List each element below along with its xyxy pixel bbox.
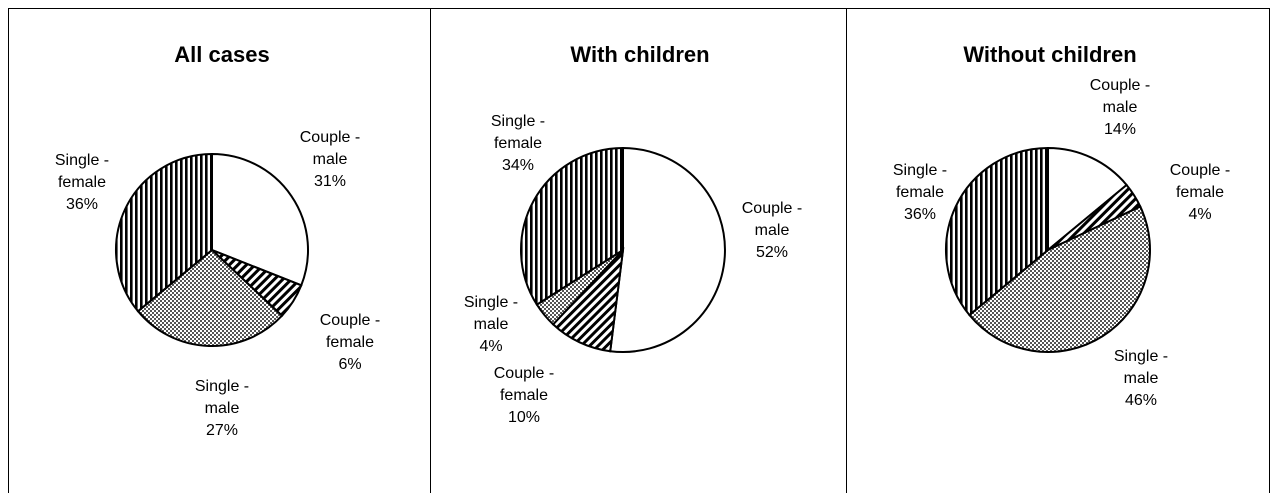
slice-label-single-male: Single -male 4% xyxy=(464,294,518,355)
pie-slice-couple-male xyxy=(1047,146,1128,253)
chart-title: With children xyxy=(570,42,709,67)
panel-divider-1 xyxy=(430,8,431,493)
pie-chart-without-children: Without children Couple -male 14% Couple -f… xyxy=(893,42,1230,409)
slice-label-couple-female: Couple -female 6% xyxy=(320,312,380,373)
chart-title: All cases xyxy=(174,42,269,67)
left-border xyxy=(8,8,9,493)
slice-label-single-male: Single -male 27% xyxy=(195,378,249,439)
pie-chart-all-cases: All cases Couple -male 31% Couple -female 6%… xyxy=(55,42,380,439)
slice-label-couple-female: Couple -female 4% xyxy=(1170,162,1230,223)
pie-slice-single-female xyxy=(115,152,213,313)
pie-slice-single-male xyxy=(136,248,284,347)
slice-label-single-female: Single -female 34% xyxy=(491,113,545,174)
pie-slice-couple-male xyxy=(211,152,309,287)
slice-label-couple-male: Couple -male 14% xyxy=(1090,77,1150,138)
pie-slice-single-male xyxy=(968,205,1151,353)
chart-title: Without children xyxy=(963,42,1136,67)
slice-label-single-male: Single -male 46% xyxy=(1114,348,1168,409)
slice-label-couple-male: Couple -male 52% xyxy=(742,200,802,261)
panel-divider-2 xyxy=(846,8,847,493)
pie-slice-single-female xyxy=(520,146,624,307)
slice-label-couple-female: Couple -female 10% xyxy=(494,365,554,426)
slice-label-single-female: Single -female 36% xyxy=(893,162,947,223)
pie-chart-with-children: With children Couple -male 52% Couple -fema… xyxy=(464,42,802,426)
top-border xyxy=(8,8,1270,9)
slice-label-single-female: Single -female 36% xyxy=(55,152,109,213)
pie-slice-couple-male xyxy=(609,146,726,353)
slice-label-couple-male: Couple -male 31% xyxy=(300,129,360,190)
pie-slice-single-female xyxy=(945,146,1049,317)
